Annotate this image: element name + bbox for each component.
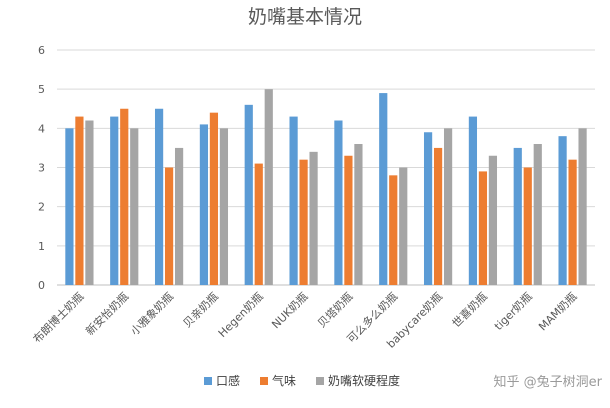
y-axis-ticks: 0 1 2 3 4 5 6 xyxy=(38,44,45,292)
legend-label: 气味 xyxy=(272,373,296,388)
watermark-text: 知乎 @兔子树洞er xyxy=(494,374,603,390)
x-tick-label: Hegen奶瓶 xyxy=(215,289,266,340)
bar xyxy=(513,147,522,285)
x-tick-label: 贝塔奶瓶 xyxy=(315,289,356,330)
bar xyxy=(65,128,74,285)
bar xyxy=(110,116,119,285)
bar xyxy=(164,167,174,285)
legend-label: 奶嘴软硬程度 xyxy=(328,373,400,388)
bar xyxy=(75,116,84,285)
bar xyxy=(399,167,408,285)
y-tick-label: 0 xyxy=(38,279,45,292)
legend: 口感 气味 奶嘴软硬程度 xyxy=(204,373,400,388)
y-tick-label: 3 xyxy=(38,162,45,175)
legend-swatch xyxy=(316,377,324,385)
legend-swatch xyxy=(260,377,268,385)
bar xyxy=(558,136,567,285)
bar xyxy=(423,132,433,285)
y-tick-label: 2 xyxy=(38,201,45,214)
legend-swatch xyxy=(204,377,212,385)
x-tick-label: 新安怡奶瓶 xyxy=(83,289,132,338)
x-tick-label: 小雅象奶瓶 xyxy=(127,289,176,338)
bar xyxy=(264,89,273,286)
bar xyxy=(354,144,363,285)
bar xyxy=(578,128,587,285)
bar xyxy=(334,120,343,285)
bars xyxy=(65,89,587,286)
bar xyxy=(468,116,478,285)
x-tick-label: tiger奶瓶 xyxy=(491,289,535,333)
bar xyxy=(154,108,164,285)
bar xyxy=(344,155,353,285)
y-tick-label: 1 xyxy=(38,240,45,253)
bar xyxy=(85,120,94,285)
bar xyxy=(533,144,542,285)
bar xyxy=(568,159,577,285)
bar xyxy=(523,167,532,285)
bar xyxy=(309,151,318,285)
bar xyxy=(254,163,263,285)
gridlines xyxy=(57,49,595,286)
bar xyxy=(174,147,184,285)
x-tick-label: NUK奶瓶 xyxy=(269,289,311,331)
bar xyxy=(379,93,388,285)
bar xyxy=(209,112,219,286)
y-tick-label: 4 xyxy=(38,122,45,135)
bar xyxy=(389,175,398,285)
bar xyxy=(299,159,308,285)
x-tick-label: MAM奶瓶 xyxy=(535,289,579,333)
bar xyxy=(199,124,209,286)
chart-title: 奶嘴基本情况 xyxy=(248,6,362,28)
y-tick-label: 5 xyxy=(38,83,45,96)
legend-label: 口感 xyxy=(216,373,240,388)
bar xyxy=(289,116,298,285)
x-tick-label: 贝亲奶瓶 xyxy=(180,289,221,330)
bar xyxy=(219,128,229,285)
bar xyxy=(488,155,498,285)
bar xyxy=(120,108,129,285)
bar xyxy=(130,128,139,285)
x-tick-label: 世喜奶瓶 xyxy=(449,289,490,330)
bar xyxy=(443,128,453,285)
bar xyxy=(433,147,443,285)
bar xyxy=(478,171,488,285)
x-tick-label: 布朗博士奶瓶 xyxy=(30,289,87,346)
bar xyxy=(244,104,253,285)
y-tick-label: 6 xyxy=(38,44,45,57)
